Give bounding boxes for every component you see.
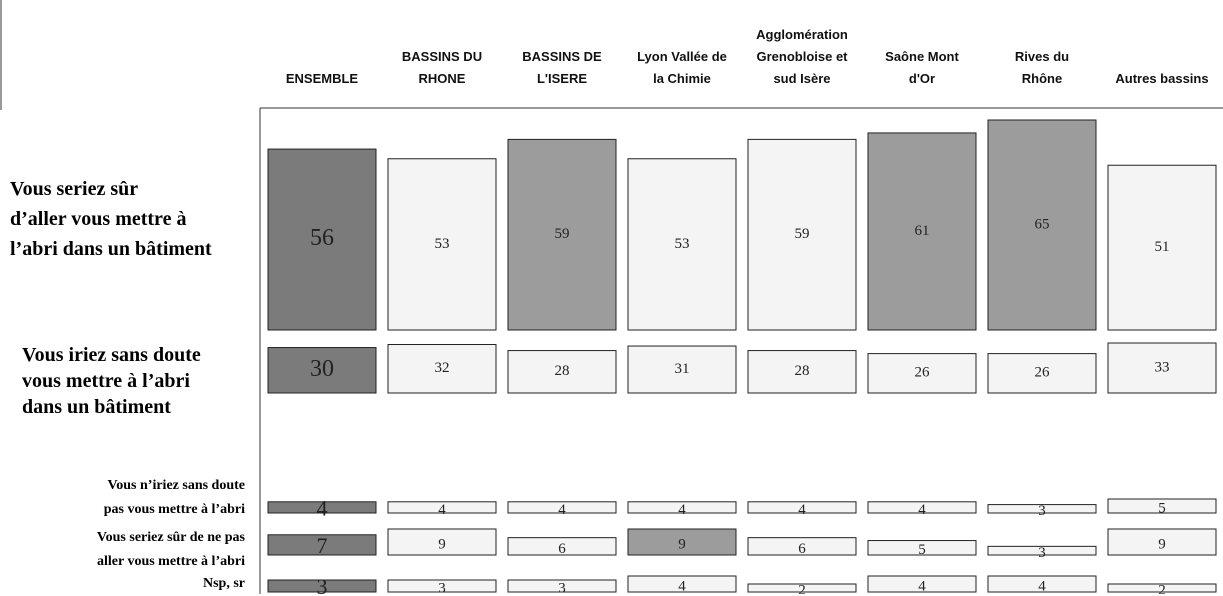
bar — [987, 353, 1097, 394]
bar — [747, 138, 857, 331]
bar — [1107, 164, 1217, 331]
bar — [1107, 528, 1217, 556]
bar — [387, 579, 497, 593]
column-header: Rives du Rhône — [1014, 49, 1070, 86]
value-label: 4 — [918, 502, 926, 518]
column-header: ENSEMBLE — [285, 71, 359, 86]
value-label: 3 — [1038, 503, 1046, 519]
value-label: 6 — [558, 541, 566, 557]
bar — [387, 158, 497, 331]
value-label: 33 — [1155, 359, 1170, 375]
value-label: 2 — [798, 582, 806, 594]
bar — [267, 501, 377, 514]
bar — [387, 528, 497, 556]
bar — [267, 148, 377, 331]
bar — [507, 138, 617, 331]
value-label: 26 — [915, 365, 931, 381]
value-label: 4 — [558, 502, 566, 518]
value-label: 32 — [435, 360, 450, 376]
bar — [747, 501, 857, 514]
column-header: Agglomération Grenobloise et sud Isère — [756, 27, 848, 86]
bar — [507, 537, 617, 556]
column-header: Saône Mont d'Or — [885, 49, 959, 86]
bar — [267, 579, 377, 593]
bar — [747, 583, 857, 593]
value-label: 28 — [795, 363, 810, 379]
value-label: 3 — [1038, 545, 1046, 561]
bar — [747, 350, 857, 394]
bar — [1107, 498, 1217, 514]
bar — [507, 350, 617, 394]
row-label: Vous n’iriez sans doute pas vous mettre … — [103, 478, 245, 517]
column-header: BASSINS DE L'ISERE — [522, 49, 602, 86]
value-label: 2 — [1158, 582, 1166, 594]
bar — [987, 545, 1097, 556]
bar — [627, 345, 737, 394]
value-label: 61 — [915, 223, 930, 239]
value-label: 3 — [438, 580, 446, 594]
row-label: Vous seriez sûr d’aller vous mettre à l’… — [10, 178, 212, 260]
bar — [1107, 583, 1217, 593]
bar — [867, 540, 977, 556]
bar — [267, 534, 377, 556]
row-label: Vous seriez sûr de ne pas aller vous met… — [96, 530, 245, 569]
value-label: 5 — [1158, 500, 1166, 516]
bar — [387, 344, 497, 394]
bar — [987, 119, 1097, 331]
value-label: 53 — [435, 236, 450, 252]
row-label: Nsp, sr — [202, 576, 245, 591]
value-label: 3 — [317, 574, 328, 594]
bar — [867, 353, 977, 394]
value-label: 4 — [798, 502, 806, 518]
value-label: 6 — [798, 541, 806, 557]
value-label: 53 — [675, 236, 690, 252]
value-label: 30 — [310, 356, 334, 382]
bar — [867, 132, 977, 331]
value-label: 3 — [558, 580, 566, 594]
bar — [267, 347, 377, 394]
bar — [627, 158, 737, 331]
bar — [507, 579, 617, 593]
value-label: 31 — [675, 361, 690, 377]
value-label: 4 — [678, 578, 686, 594]
value-label: 4 — [918, 578, 926, 594]
bar — [987, 504, 1097, 514]
row-label: Vous iriez sans doute vous mettre à l’ab… — [22, 344, 201, 418]
value-label: 9 — [438, 536, 446, 552]
value-label: 9 — [678, 536, 686, 552]
value-label: 26 — [1035, 365, 1051, 381]
bar — [867, 575, 977, 593]
value-label: 4 — [438, 502, 446, 518]
value-label: 56 — [310, 225, 334, 251]
bar — [1107, 342, 1217, 394]
value-label: 59 — [795, 226, 810, 242]
column-header: Lyon Vallée de la Chimie — [637, 49, 727, 86]
value-label: 7 — [317, 533, 328, 558]
value-label: 5 — [918, 542, 926, 558]
bar — [747, 537, 857, 556]
value-label: 9 — [1158, 536, 1166, 552]
bar — [627, 501, 737, 514]
bar — [627, 575, 737, 593]
bar — [867, 501, 977, 514]
value-label: 65 — [1035, 216, 1050, 232]
bar — [387, 501, 497, 514]
value-label: 51 — [1155, 239, 1170, 255]
bar — [627, 528, 737, 556]
bar — [507, 501, 617, 514]
value-label: 4 — [678, 502, 686, 518]
value-label: 59 — [555, 226, 570, 242]
column-header: Autres bassins — [1115, 71, 1209, 86]
column-header: BASSINS DU RHONE — [401, 49, 483, 86]
value-label: 4 — [1038, 578, 1046, 594]
bar — [987, 575, 1097, 593]
value-label: 4 — [317, 495, 328, 520]
value-label: 28 — [555, 363, 570, 379]
